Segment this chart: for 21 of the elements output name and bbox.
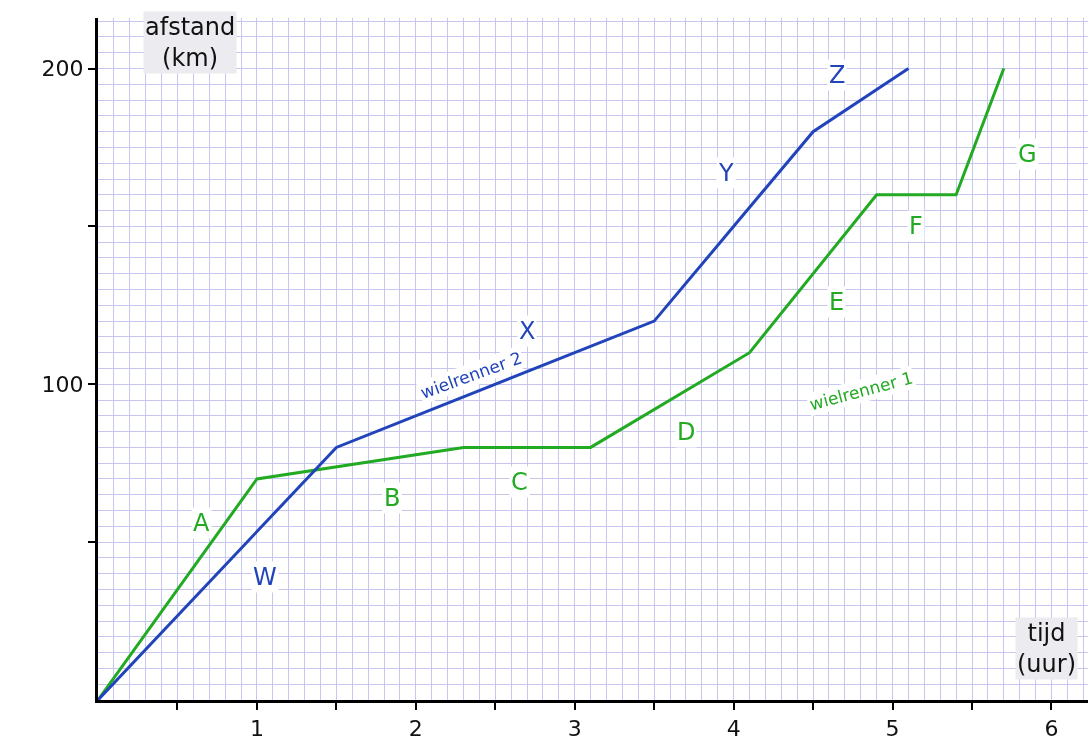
- y-axis-title: afstand (km): [145, 13, 236, 73]
- annotation: A: [193, 509, 210, 537]
- annotation: X: [519, 317, 536, 345]
- x-tick-label: 5: [885, 716, 900, 742]
- x-tick-label: 6: [1044, 716, 1059, 742]
- annotation: C: [511, 468, 528, 496]
- x-tick-label: 1: [249, 716, 264, 742]
- annotation: G: [1018, 140, 1037, 168]
- annotation: W: [253, 563, 277, 591]
- x-tick-label: 3: [567, 716, 582, 742]
- annotation: Y: [718, 159, 734, 187]
- y-tick-label: 200: [41, 56, 84, 82]
- annotation: B: [384, 484, 401, 512]
- annotation: E: [829, 288, 845, 316]
- x-tick-label: 2: [408, 716, 423, 742]
- x-axis-title: tijd (uur): [1017, 619, 1077, 679]
- annotation: F: [909, 212, 923, 240]
- y-tick-label: 100: [41, 371, 84, 397]
- x-tick-label: 4: [726, 716, 741, 742]
- annotation: Z: [829, 61, 846, 89]
- annotation: D: [677, 418, 696, 446]
